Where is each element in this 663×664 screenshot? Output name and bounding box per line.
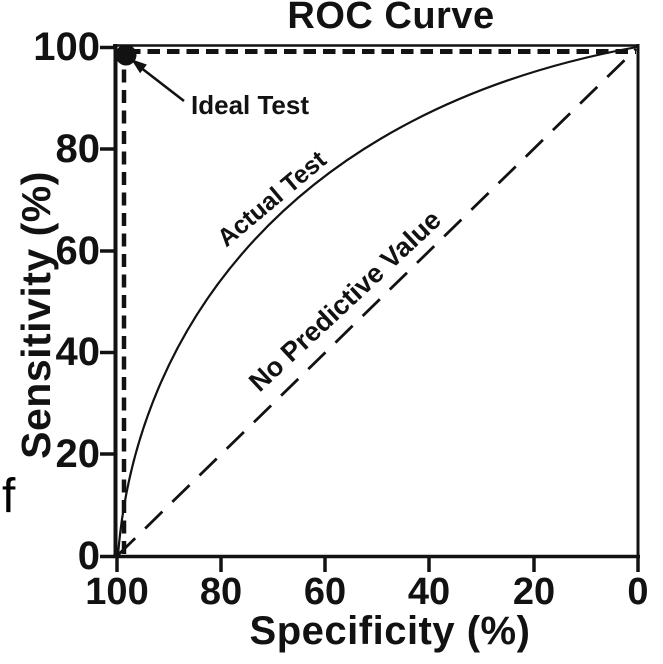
- y-axis-title: Sensitivity (%): [13, 171, 59, 459]
- x-tick-label-20: 20: [512, 571, 556, 613]
- no-predictive-value-line: [117, 47, 637, 557]
- x-tick-label-80: 80: [199, 571, 243, 613]
- actual-test-curve: [116, 45, 638, 556]
- y-tick-label-20: 20: [55, 432, 101, 476]
- y-axis-ticks: [100, 45, 114, 559]
- y-tick-label-80: 80: [55, 127, 101, 171]
- x-axis-ticks: [115, 557, 640, 572]
- ideal-test-arrowhead-icon: [131, 59, 147, 74]
- x-tick-label-60: 60: [303, 571, 347, 613]
- y-tick-label-0: 0: [77, 534, 100, 578]
- x-tick-label-0: 0: [627, 571, 649, 613]
- y-tick-label-60: 60: [55, 229, 101, 273]
- y-tick-label-40: 40: [55, 330, 101, 374]
- ideal-test-arrow-line: [139, 65, 185, 103]
- y-tick-label-100: 100: [33, 25, 100, 69]
- x-axis-title: Specificity (%): [249, 609, 531, 653]
- x-tick-label-100: 100: [85, 571, 149, 613]
- ideal-test-marker-dot: [115, 44, 137, 66]
- chart-title: ROC Curve: [287, 0, 495, 37]
- ideal-test-label: Ideal Test: [191, 90, 310, 120]
- x-tick-label-40: 40: [407, 571, 451, 613]
- cropped-page-text: f: [2, 470, 16, 523]
